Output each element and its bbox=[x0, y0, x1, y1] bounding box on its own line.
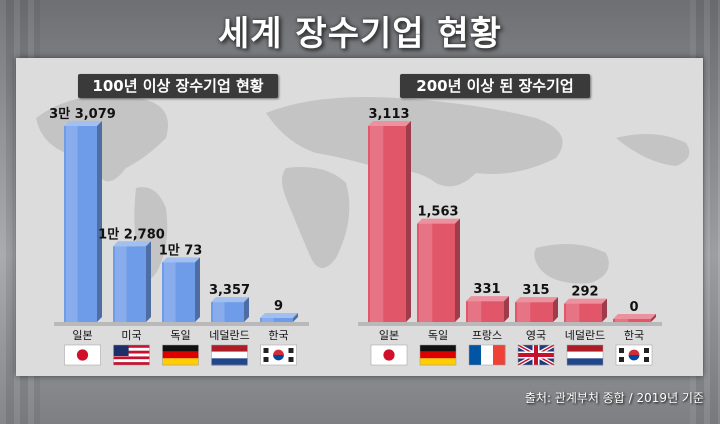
flag-japan-icon bbox=[370, 344, 408, 366]
flag-korea-icon bbox=[615, 344, 653, 366]
flag-uk-icon bbox=[517, 343, 555, 367]
category-label: 미국 bbox=[121, 329, 141, 342]
category-label: 네덜란드 bbox=[209, 329, 249, 342]
data-label: 1만 2,780 bbox=[98, 226, 165, 242]
data-label: 3,357 bbox=[209, 283, 250, 298]
category-label: 독일 bbox=[428, 328, 448, 342]
data-label: 1만 73 bbox=[159, 242, 203, 258]
data-label: 1,563 bbox=[417, 205, 458, 220]
left-chart-title: 100년 이상 장수기업 현황 bbox=[78, 74, 278, 98]
bar bbox=[162, 257, 200, 322]
bar bbox=[466, 296, 509, 322]
right-chart-title: 200년 이상 된 장수기업 bbox=[400, 74, 590, 98]
data-label: 0 bbox=[629, 300, 638, 315]
left-bar-chart: 3만 3,079 일본 1만 2,780 미국 1만 73 독일 3,357 네덜란드 9 한국 bbox=[49, 106, 309, 366]
category-label: 네덜란드 bbox=[565, 329, 605, 342]
flag-germany-icon bbox=[162, 344, 199, 366]
category-label: 일본 bbox=[379, 328, 399, 342]
category-label: 일본 bbox=[72, 328, 92, 342]
bar bbox=[260, 313, 298, 322]
category-label: 독일 bbox=[170, 328, 190, 342]
data-label: 292 bbox=[571, 285, 598, 300]
data-label: 3만 3,079 bbox=[49, 106, 116, 122]
page-title: 세계 장수기업 현황 bbox=[218, 14, 502, 54]
bar bbox=[113, 241, 151, 322]
data-label: 315 bbox=[522, 283, 549, 298]
data-label: 3,113 bbox=[368, 107, 409, 122]
chart-panel: 100년 이상 장수기업 현황 200년 이상 된 장수기업 3만 3,079 일… bbox=[16, 58, 703, 376]
bar bbox=[613, 314, 656, 322]
data-label: 9 bbox=[274, 299, 283, 314]
bar bbox=[417, 218, 460, 322]
flag-usa-icon bbox=[113, 344, 150, 366]
bar bbox=[64, 121, 102, 322]
flag-netherlands-icon bbox=[566, 344, 604, 366]
flag-france-icon bbox=[468, 344, 506, 366]
right-bar-chart: 3,113 일본 1,563 독일 331 프랑스 315 영국 292 네덜란드 0 한국 bbox=[358, 107, 662, 367]
flag-germany-icon bbox=[419, 344, 457, 366]
category-label: 한국 bbox=[268, 329, 288, 342]
flag-netherlands-icon bbox=[211, 344, 248, 366]
data-label: 331 bbox=[473, 282, 500, 297]
world-map-background bbox=[36, 95, 690, 284]
category-label: 프랑스 bbox=[472, 329, 502, 342]
source-note: 출처: 관계부처 종합 / 2019년 기준 bbox=[524, 391, 704, 405]
category-label: 영국 bbox=[526, 329, 546, 342]
bar bbox=[564, 298, 607, 322]
bar bbox=[211, 297, 249, 322]
bar bbox=[368, 121, 411, 322]
category-label: 한국 bbox=[624, 329, 644, 342]
flag-korea-icon bbox=[260, 344, 297, 366]
flag-japan-icon bbox=[64, 344, 101, 366]
bar bbox=[515, 297, 558, 322]
